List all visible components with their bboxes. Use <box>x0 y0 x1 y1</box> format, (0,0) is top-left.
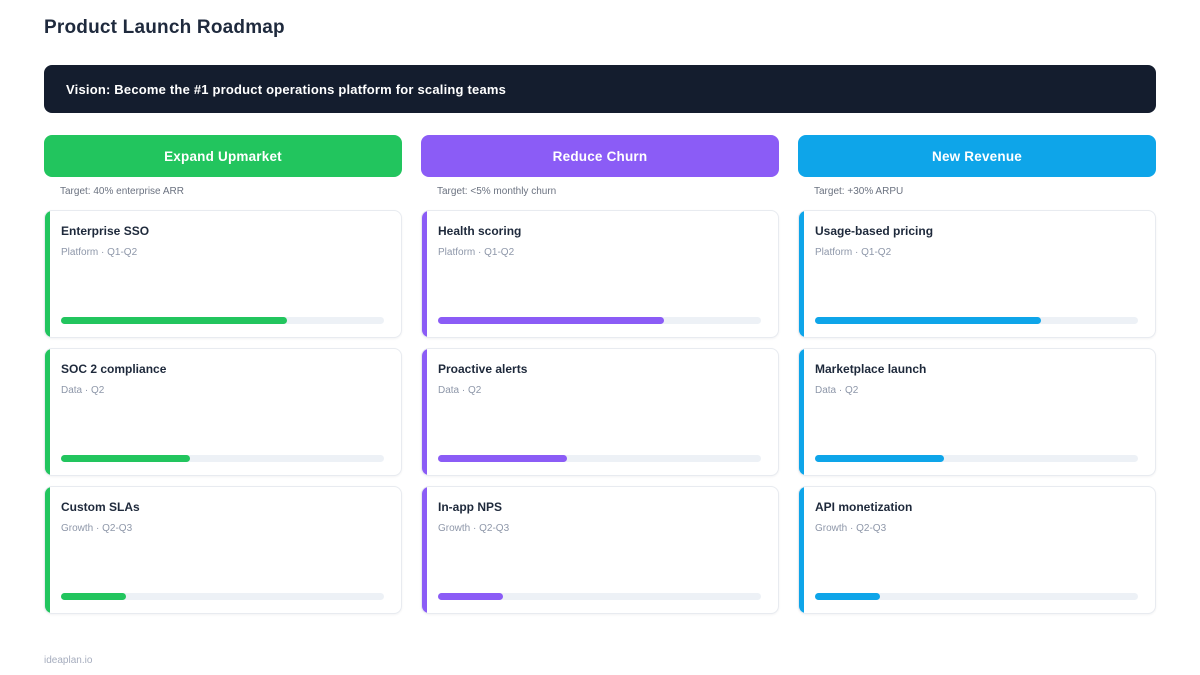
page-title: Product Launch Roadmap <box>44 17 285 38</box>
progress-track <box>815 593 1138 600</box>
roadmap-card-enterprise-sso[interactable]: Enterprise SSO Platform · Q1-Q2 <box>44 210 402 338</box>
card-body: API monetization Growth · Q2-Q3 <box>799 487 1155 534</box>
progress-track <box>438 593 761 600</box>
card-accent-stripe <box>422 349 427 475</box>
column-target: Target: <5% monthly churn <box>437 186 557 197</box>
card-title: Marketplace launch <box>815 362 927 376</box>
vision-banner: Vision: Become the #1 product operations… <box>44 65 1156 113</box>
roadmap-card-in-app-nps[interactable]: In-app NPS Growth · Q2-Q3 <box>421 486 779 614</box>
column-new-revenue: New Revenue Target: +30% ARPU Usage-base… <box>798 135 1156 624</box>
roadmap-card-api-monetization[interactable]: API monetization Growth · Q2-Q3 <box>798 486 1156 614</box>
progress-fill <box>815 317 1042 324</box>
card-list: Health scoring Platform · Q1-Q2 Proactiv… <box>421 210 779 614</box>
card-meta: Growth · Q2-Q3 <box>61 523 133 534</box>
card-title: In-app NPS <box>438 500 503 514</box>
card-body: Marketplace launch Data · Q2 <box>799 349 1155 396</box>
roadmap-columns: Expand Upmarket Target: 40% enterprise A… <box>44 135 1156 624</box>
footer-brand: ideaplan.io <box>44 655 93 666</box>
card-meta: Platform · Q1-Q2 <box>61 247 138 258</box>
roadmap-card-custom-slas[interactable]: Custom SLAs Growth · Q2-Q3 <box>44 486 402 614</box>
progress-track <box>61 317 384 324</box>
column-header-reduce-churn[interactable]: Reduce Churn <box>421 135 779 177</box>
card-accent-stripe <box>422 487 427 613</box>
card-list: Usage-based pricing Platform · Q1-Q2 Mar… <box>798 210 1156 614</box>
card-accent-stripe <box>799 487 804 613</box>
card-accent-stripe <box>799 349 804 475</box>
roadmap-card-usage-based-pricing[interactable]: Usage-based pricing Platform · Q1-Q2 <box>798 210 1156 338</box>
card-body: Enterprise SSO Platform · Q1-Q2 <box>45 211 401 258</box>
progress-track <box>815 455 1138 462</box>
column-header-expand-upmarket[interactable]: Expand Upmarket <box>44 135 402 177</box>
card-meta: Platform · Q1-Q2 <box>815 247 892 258</box>
card-body: Usage-based pricing Platform · Q1-Q2 <box>799 211 1155 258</box>
card-body: SOC 2 compliance Data · Q2 <box>45 349 401 396</box>
card-accent-stripe <box>45 487 50 613</box>
card-accent-stripe <box>799 211 804 337</box>
card-meta: Data · Q2 <box>815 385 859 396</box>
card-accent-stripe <box>422 211 427 337</box>
roadmap-card-soc2-compliance[interactable]: SOC 2 compliance Data · Q2 <box>44 348 402 476</box>
card-meta: Growth · Q2-Q3 <box>815 523 887 534</box>
card-accent-stripe <box>45 349 50 475</box>
column-expand-upmarket: Expand Upmarket Target: 40% enterprise A… <box>44 135 402 624</box>
vision-text: Vision: Become the #1 product operations… <box>66 81 507 97</box>
column-reduce-churn: Reduce Churn Target: <5% monthly churn H… <box>421 135 779 624</box>
card-meta: Platform · Q1-Q2 <box>438 247 515 258</box>
card-title: Proactive alerts <box>438 362 528 376</box>
progress-track <box>438 317 761 324</box>
card-list: Enterprise SSO Platform · Q1-Q2 SOC 2 co… <box>44 210 402 614</box>
card-body: Health scoring Platform · Q1-Q2 <box>422 211 778 258</box>
roadmap-card-proactive-alerts[interactable]: Proactive alerts Data · Q2 <box>421 348 779 476</box>
progress-fill <box>438 317 665 324</box>
progress-fill <box>815 455 945 462</box>
progress-fill <box>61 317 288 324</box>
card-title: SOC 2 compliance <box>61 362 167 376</box>
card-title: Enterprise SSO <box>61 224 150 238</box>
progress-track <box>815 317 1138 324</box>
card-title: Usage-based pricing <box>815 224 934 238</box>
card-title: API monetization <box>815 500 913 514</box>
progress-fill <box>438 593 503 600</box>
card-title: Health scoring <box>438 224 522 238</box>
progress-track <box>438 455 761 462</box>
card-meta: Data · Q2 <box>438 385 482 396</box>
card-body: Custom SLAs Growth · Q2-Q3 <box>45 487 401 534</box>
progress-fill <box>815 593 880 600</box>
card-meta: Growth · Q2-Q3 <box>438 523 510 534</box>
progress-fill <box>61 593 126 600</box>
progress-fill <box>438 455 568 462</box>
card-meta: Data · Q2 <box>61 385 105 396</box>
column-header-new-revenue[interactable]: New Revenue <box>798 135 1156 177</box>
progress-track <box>61 455 384 462</box>
progress-track <box>61 593 384 600</box>
roadmap-card-marketplace-launch[interactable]: Marketplace launch Data · Q2 <box>798 348 1156 476</box>
roadmap-card-health-scoring[interactable]: Health scoring Platform · Q1-Q2 <box>421 210 779 338</box>
card-body: Proactive alerts Data · Q2 <box>422 349 778 396</box>
card-title: Custom SLAs <box>61 500 140 514</box>
progress-fill <box>61 455 191 462</box>
card-accent-stripe <box>45 211 50 337</box>
column-target: Target: +30% ARPU <box>814 186 904 197</box>
column-target: Target: 40% enterprise ARR <box>60 186 184 197</box>
card-body: In-app NPS Growth · Q2-Q3 <box>422 487 778 534</box>
